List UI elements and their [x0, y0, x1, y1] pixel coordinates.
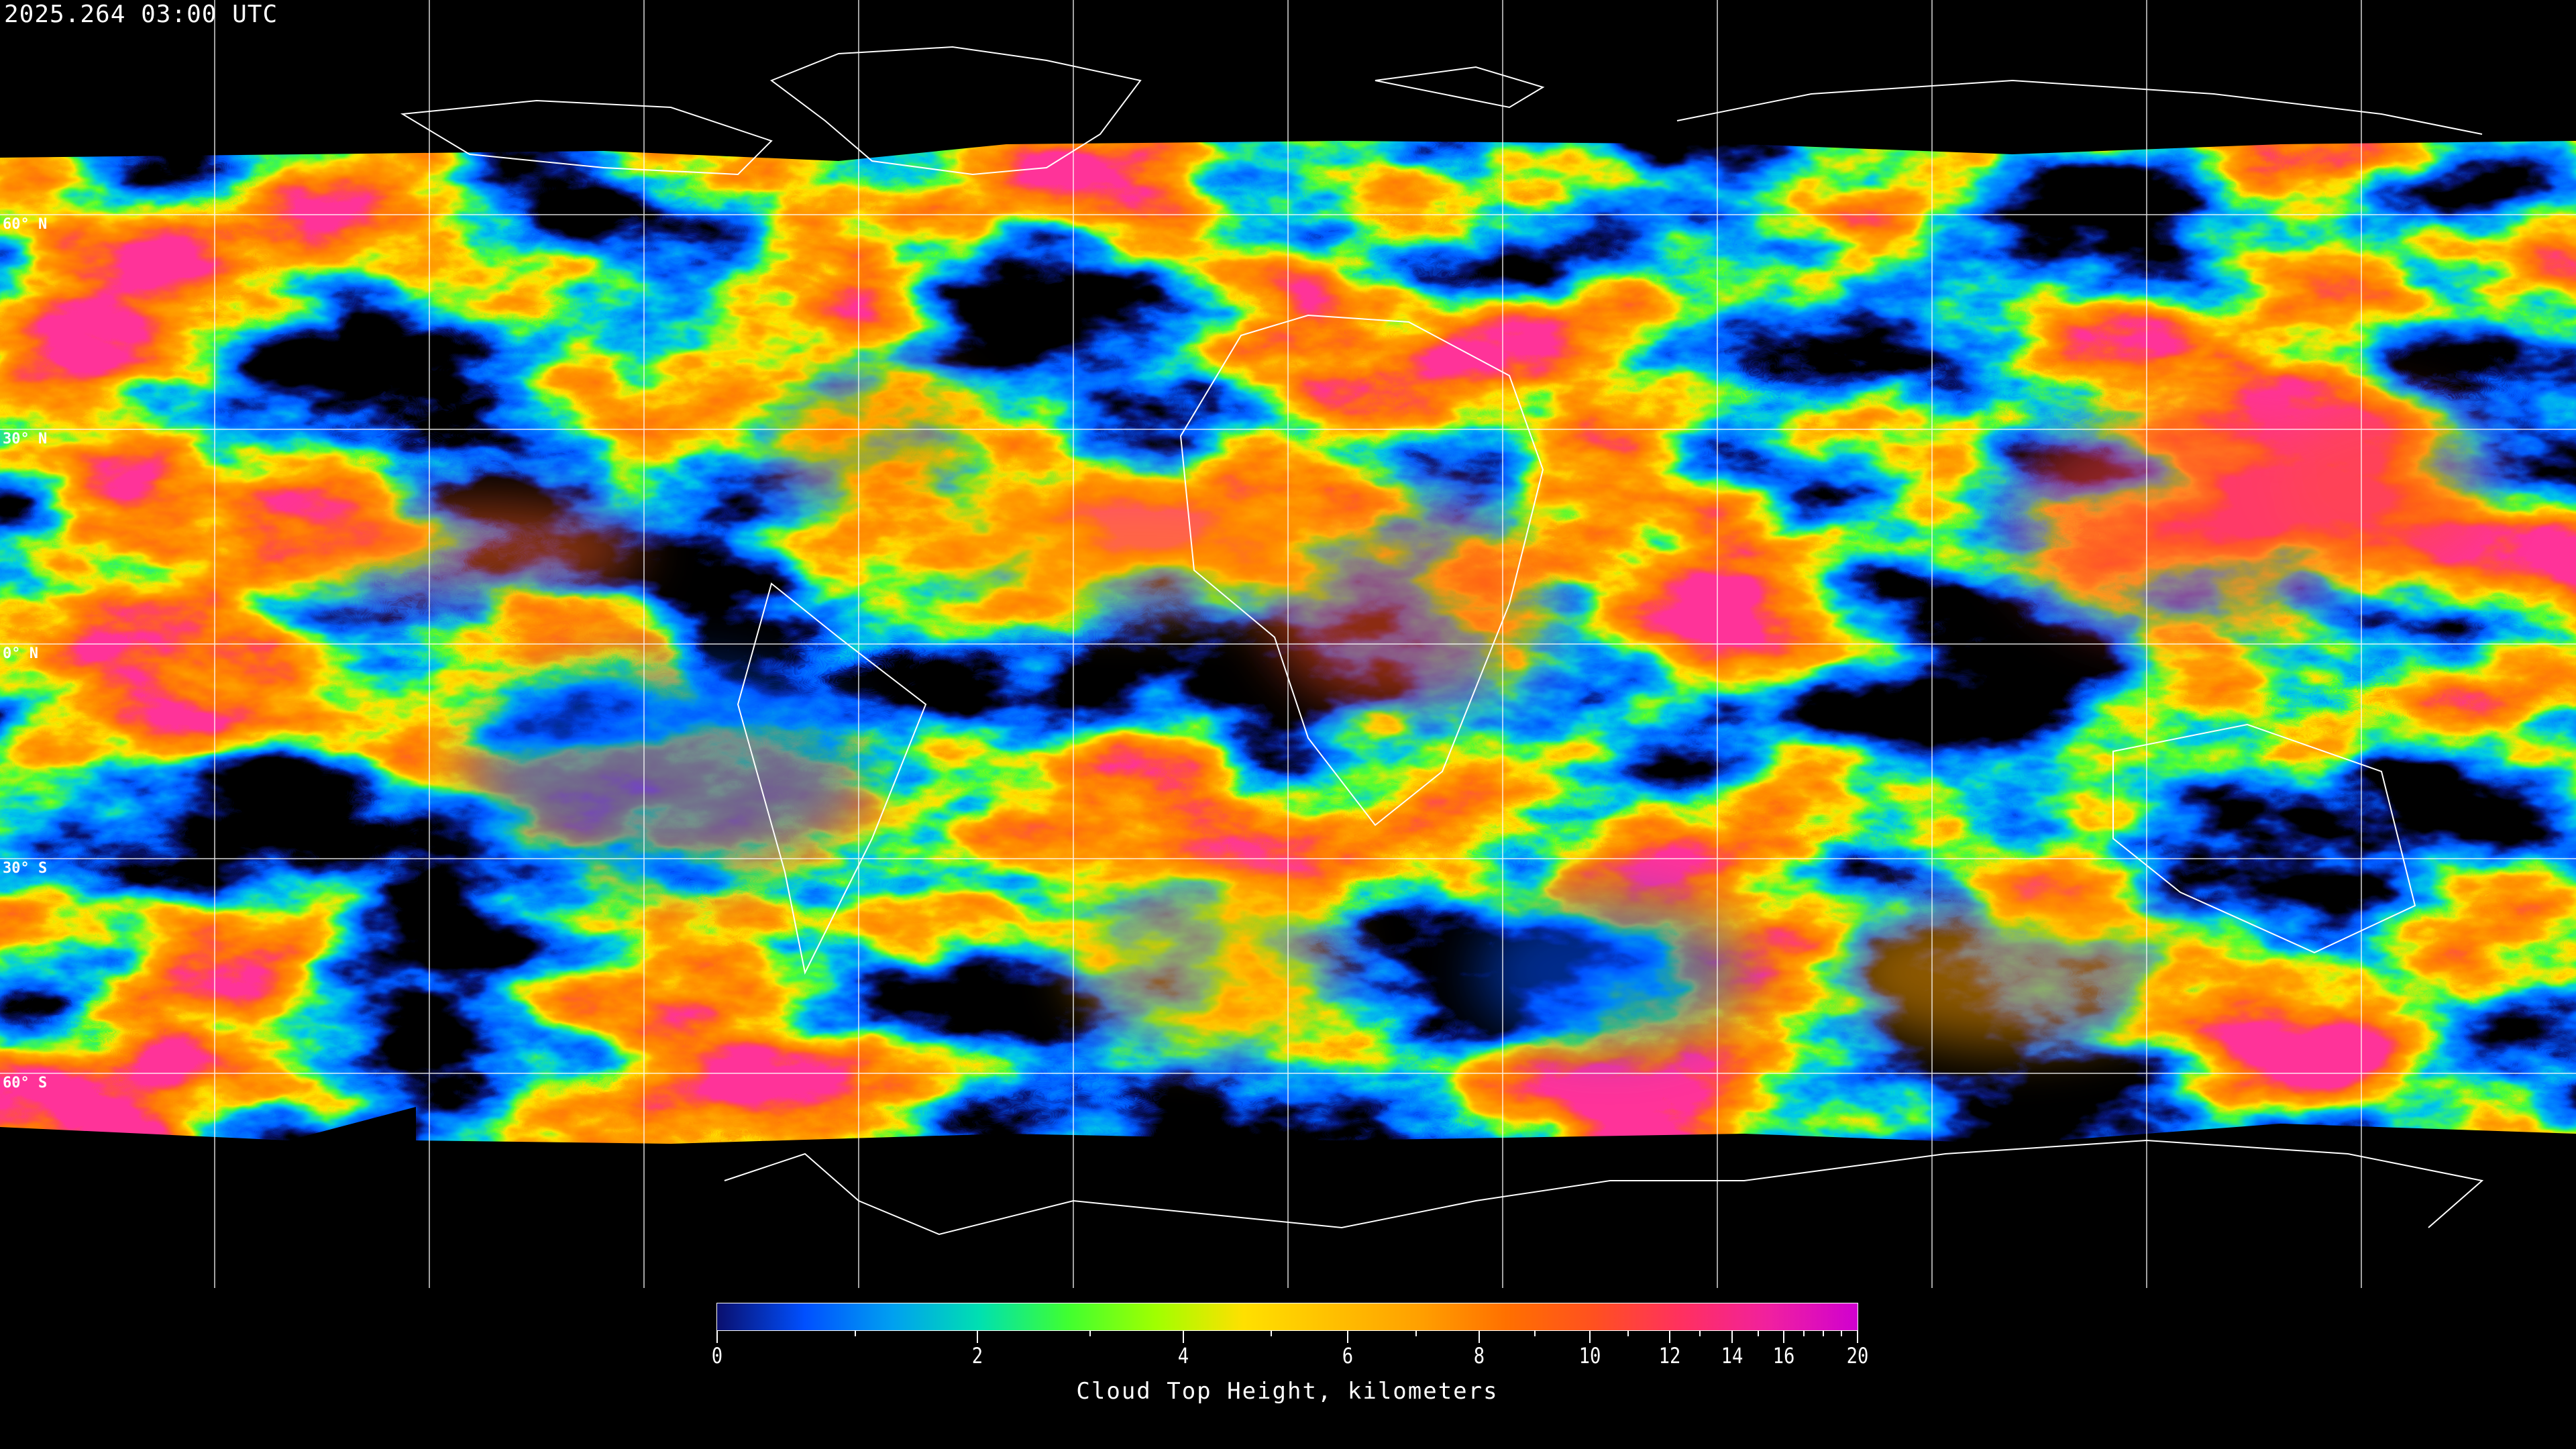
colorbar-minor-tick — [1803, 1331, 1805, 1336]
colorbar-major-tick — [1857, 1331, 1858, 1343]
colorbar-tick-label: 4 — [1178, 1343, 1189, 1368]
colorbar-minor-tick — [1699, 1331, 1701, 1336]
colorbar-minor-tick — [1841, 1331, 1843, 1336]
lat-label-30s: 30° S — [3, 860, 48, 877]
colorbar-major-tick — [716, 1331, 718, 1343]
colorbar-minor-tick — [1271, 1331, 1273, 1336]
colorbar-minor-tick — [1089, 1331, 1091, 1336]
colorbar-tick-label: 8 — [1473, 1343, 1485, 1368]
colorbar-tick-label: 0 — [711, 1343, 723, 1368]
lat-label-0: 0° N — [3, 645, 38, 662]
colorbar-major-tick — [1782, 1331, 1784, 1343]
colorbar-tick-label: 6 — [1342, 1343, 1354, 1368]
colorbar-tick-label: 2 — [971, 1343, 983, 1368]
colorbar-minor-tick — [1823, 1331, 1824, 1336]
colorbar-minor-tick — [1627, 1331, 1629, 1336]
colorbar-major-tick — [1183, 1331, 1185, 1343]
colorbar-tick-label: 10 — [1578, 1343, 1601, 1368]
cloud-top-height-map — [0, 0, 2576, 1288]
coastlines — [400, 46, 2484, 1236]
colorbar-gradient — [716, 1303, 1858, 1331]
colorbar-major-tick — [976, 1331, 978, 1343]
tropical-convection — [295, 369, 2489, 1046]
colorbar-label: Cloud Top Height, kilometers — [1076, 1378, 1499, 1405]
graticule — [0, 0, 2576, 1288]
colorbar-major-tick — [1668, 1331, 1670, 1343]
colorbar-tick-label: 20 — [1846, 1343, 1869, 1368]
colorbar-tick-label: 14 — [1721, 1343, 1743, 1368]
colorbar-tick-label: 12 — [1658, 1343, 1680, 1368]
colorbar-legend: 0 2 4 6 8 10 12 14 16 20 Cloud Top Height, kilome… — [712, 1303, 1868, 1437]
colorbar-minor-tick — [1534, 1331, 1536, 1336]
colorbar-tick-label: 16 — [1772, 1343, 1794, 1368]
colorbar-minor-tick — [1758, 1331, 1760, 1336]
colorbar-major-tick — [1589, 1331, 1591, 1343]
colorbar-major-tick — [1478, 1331, 1480, 1343]
timestamp-title: 2025.264 03:00 UTC — [4, 1, 278, 28]
colorbar-major-tick — [1347, 1331, 1349, 1343]
colorbar-minor-tick — [1415, 1331, 1417, 1336]
colorbar-minor-tick — [854, 1331, 856, 1336]
lat-label-30n: 30° N — [3, 431, 48, 447]
lat-label-60s: 60° S — [3, 1075, 48, 1091]
lat-label-60n: 60° N — [3, 216, 48, 233]
colorbar-major-tick — [1731, 1331, 1733, 1343]
